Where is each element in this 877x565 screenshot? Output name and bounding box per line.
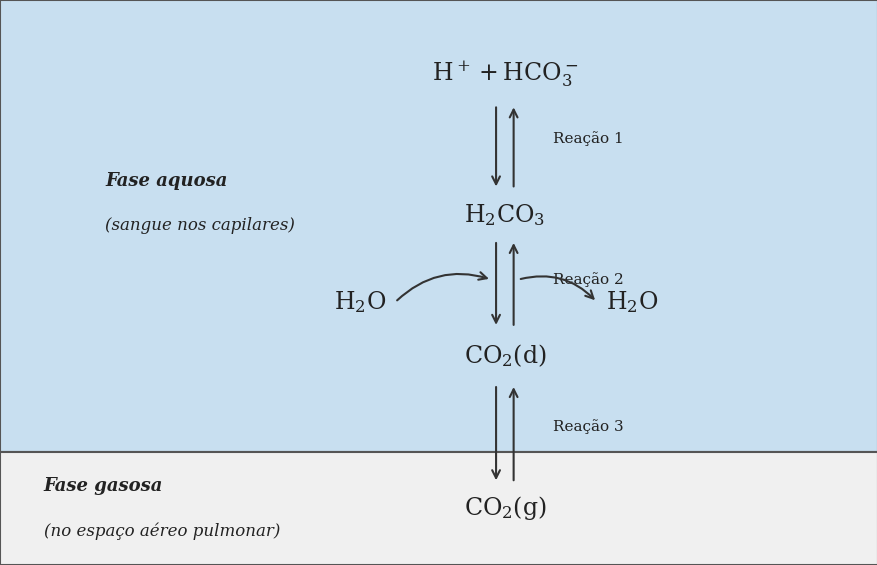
Text: Fase gasosa: Fase gasosa [44,477,163,495]
FancyBboxPatch shape [0,0,877,452]
Text: $\mathregular{H_2CO_3}$: $\mathregular{H_2CO_3}$ [464,202,545,228]
Text: $\mathregular{H_2O}$: $\mathregular{H_2O}$ [605,289,658,315]
Text: $\mathregular{H^+ + HCO_3^-}$: $\mathregular{H^+ + HCO_3^-}$ [431,58,577,89]
Text: (no espaço aéreo pulmonar): (no espaço aéreo pulmonar) [44,523,280,540]
Text: (sangue nos capilares): (sangue nos capilares) [105,218,295,234]
Text: $\mathregular{H_2O}$: $\mathregular{H_2O}$ [333,289,386,315]
FancyBboxPatch shape [0,452,877,565]
Text: $\mathregular{CO_2(g)}$: $\mathregular{CO_2(g)}$ [463,494,545,523]
Text: Reação 3: Reação 3 [553,419,623,434]
Text: $\mathregular{CO_2(d)}$: $\mathregular{CO_2(d)}$ [463,342,545,370]
Text: Reação 2: Reação 2 [553,272,624,287]
Text: Reação 1: Reação 1 [553,131,624,146]
Text: Fase aquosa: Fase aquosa [105,172,227,190]
